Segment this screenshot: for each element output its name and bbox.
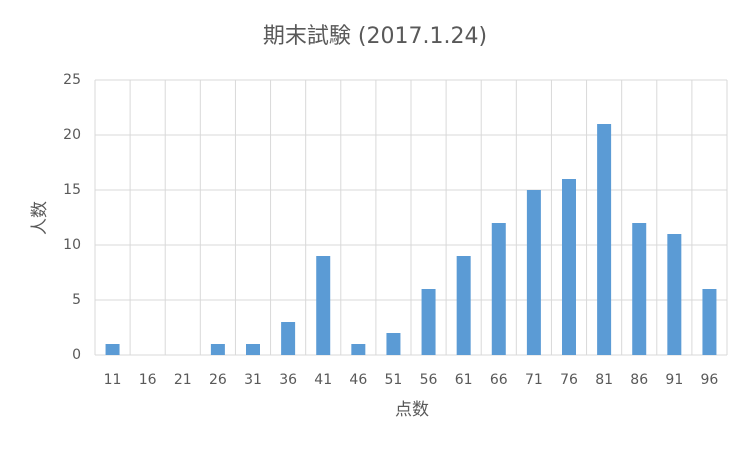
bar	[526, 190, 541, 355]
bar	[210, 344, 225, 355]
bar	[597, 124, 612, 355]
x-tick-label: 91	[665, 372, 683, 388]
x-tick-label: 21	[174, 372, 192, 388]
x-tick-label: 16	[139, 372, 157, 388]
y-tick-label: 10	[63, 237, 81, 253]
bar	[491, 223, 506, 355]
bar	[667, 234, 682, 355]
x-tick-label: 41	[314, 372, 332, 388]
x-tick-label: 36	[279, 372, 297, 388]
bar	[351, 344, 366, 355]
x-tick-label: 56	[420, 372, 438, 388]
x-tick-label: 46	[349, 372, 367, 388]
x-tick-label: 31	[244, 372, 262, 388]
x-tick-label: 96	[701, 372, 719, 388]
y-tick-label: 5	[72, 292, 81, 308]
x-tick-label: 76	[560, 372, 578, 388]
x-tick-label: 11	[104, 372, 122, 388]
y-tick-label: 0	[72, 347, 81, 363]
x-tick-label: 26	[209, 372, 227, 388]
bar	[702, 289, 717, 355]
y-tick-label: 15	[63, 182, 81, 198]
y-axis-title: 人数	[30, 201, 50, 235]
bar	[105, 344, 120, 355]
bar	[421, 289, 436, 355]
x-tick-label: 71	[525, 372, 543, 388]
y-tick-label: 25	[63, 72, 81, 88]
y-tick-label: 20	[63, 127, 81, 143]
x-tick-label: 81	[595, 372, 613, 388]
bar	[316, 256, 331, 355]
x-tick-label: 51	[385, 372, 403, 388]
bar	[456, 256, 471, 355]
x-tick-label: 86	[630, 372, 648, 388]
chart-title: 期末試験 (2017.1.24)	[263, 24, 487, 49]
x-axis-title: 点数	[395, 400, 429, 420]
x-tick-label: 66	[490, 372, 508, 388]
bar	[386, 333, 401, 355]
bar	[562, 179, 576, 355]
bar	[632, 223, 647, 355]
bar	[246, 344, 260, 355]
x-tick-label: 61	[455, 372, 473, 388]
bar	[281, 322, 296, 355]
